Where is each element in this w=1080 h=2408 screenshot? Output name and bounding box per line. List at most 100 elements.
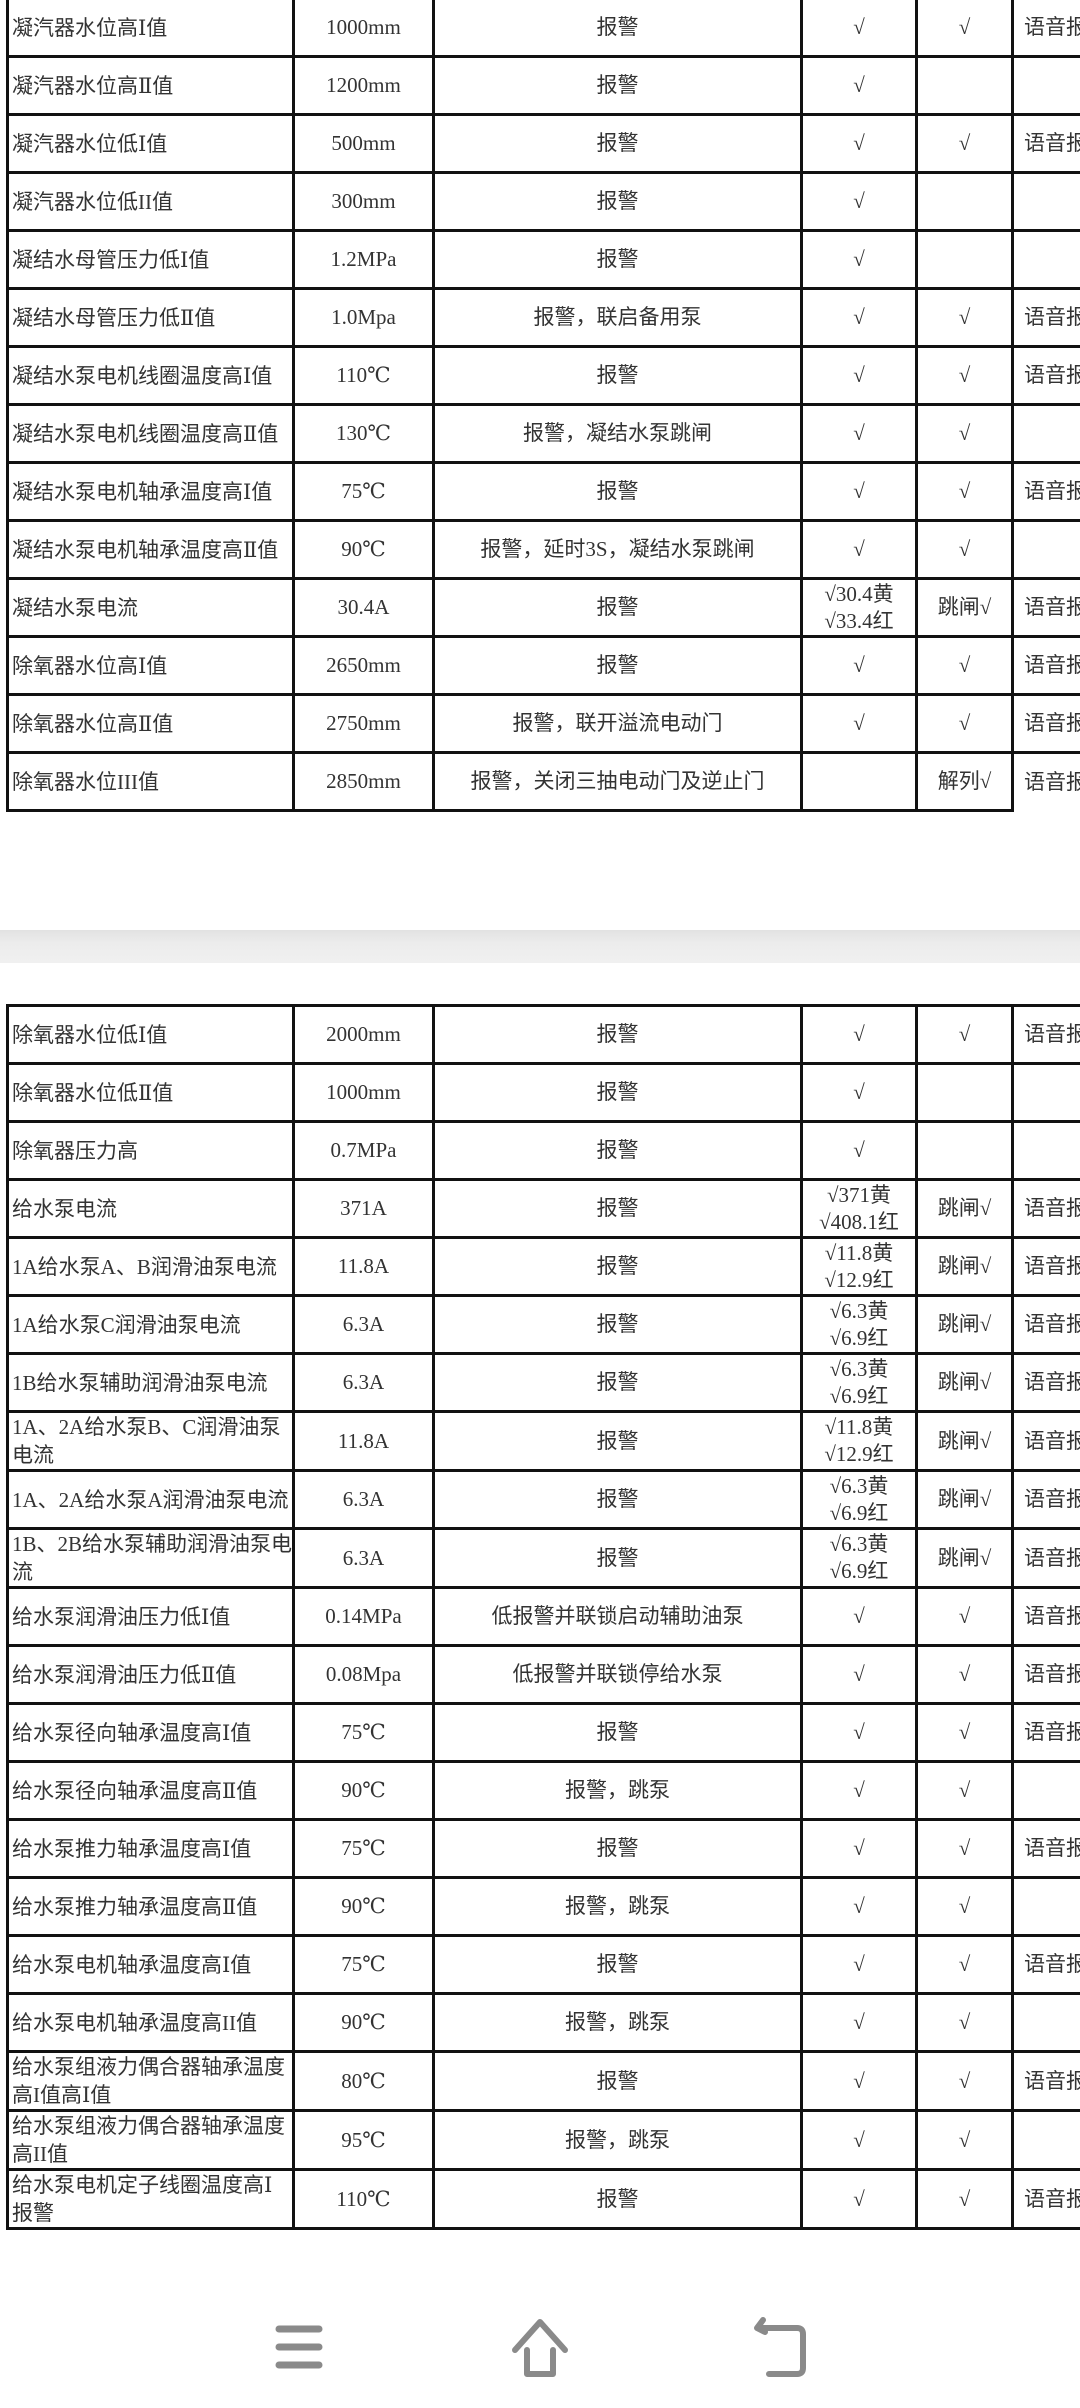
cell-action: 报警 [432, 345, 803, 406]
cell-remark: 语音报 [1011, 635, 1080, 696]
cell-remark: 语音报 [1011, 2168, 1080, 2230]
cell-alarm-flag: √371黄 √408.1红 [800, 1178, 918, 1239]
cell-action: 报警 [432, 1527, 803, 1589]
cell-trip-flag: 解列√ [915, 751, 1014, 812]
cell-alarm-flag: √ [800, 113, 918, 174]
cell-set-value: 6.3A [292, 1352, 435, 1413]
cell-alarm-flag: √ [800, 1120, 918, 1181]
cell-action: 报警 [432, 1004, 803, 1065]
cell-alarm-flag: √ [800, 1644, 918, 1705]
cell-item-name: 给水泵径向轴承温度高Ⅱ值 [6, 1760, 295, 1821]
cell-item-name: 凝汽器水位高Ⅱ值 [6, 55, 295, 116]
cell-item-name: 凝汽器水位低Ⅰ值 [6, 113, 295, 174]
cell-item-name: 凝汽器水位高Ⅰ值 [6, 0, 295, 58]
table-row: 凝结水母管压力低Ⅰ值 1.2MPa 报警 √ [6, 229, 1080, 290]
cell-item-name: 给水泵径向轴承温度高Ⅰ值 [6, 1702, 295, 1763]
cell-remark [1011, 403, 1080, 464]
cell-set-value: 1000mm [292, 0, 435, 58]
cell-set-value: 0.14MPa [292, 1586, 435, 1647]
cell-action: 报警 [432, 113, 803, 174]
cell-trip-flag: √ [915, 345, 1014, 406]
cell-set-value: 1.0Mpa [292, 287, 435, 348]
cell-trip-flag [915, 1120, 1014, 1181]
table-row: 给水泵径向轴承温度高Ⅱ值 90℃ 报警，跳泵 √ √ [6, 1760, 1080, 1821]
cell-action: 报警 [432, 1469, 803, 1530]
cell-trip-flag: √ [915, 2109, 1014, 2171]
cell-remark: 语音报 [1011, 1178, 1080, 1239]
cell-action: 报警，跳泵 [432, 1992, 803, 2053]
cell-set-value: 300mm [292, 171, 435, 232]
cell-remark [1011, 1760, 1080, 1821]
document-page-2: 除氧器水位低Ⅰ值2000mm报警√√语音报除氧器水位低Ⅱ值1000mm报警√除氧… [0, 963, 1080, 2282]
table-row: 给水泵组液力偶合器轴承温度高II值 95℃ 报警，跳泵 √ √ [6, 2109, 1080, 2171]
cell-trip-flag: √ [915, 1876, 1014, 1937]
cell-action: 报警 [432, 577, 803, 638]
cell-action: 报警 [432, 635, 803, 696]
cell-action: 报警 [432, 1410, 803, 1472]
cell-item-name: 凝结水母管压力低Ⅱ值 [6, 287, 295, 348]
table-row: 凝结水泵电机线圈温度高Ⅱ值 130℃ 报警，凝结水泵跳闸 √ √ [6, 403, 1080, 464]
cell-trip-flag: √ [915, 1004, 1014, 1065]
cell-trip-flag: 跳闸√ [915, 577, 1014, 638]
cell-item-name: 1A、2A给水泵A润滑油泵电流 [6, 1469, 295, 1530]
navigation-bar [0, 2282, 1080, 2408]
cell-set-value: 500mm [292, 113, 435, 174]
cell-action: 报警 [432, 461, 803, 522]
cell-item-name: 给水泵润滑油压力低Ⅰ值 [6, 1586, 295, 1647]
cell-remark: 语音报 [1011, 345, 1080, 406]
back-button[interactable] [747, 2312, 817, 2382]
cell-remark: 语音报 [1011, 1702, 1080, 1763]
cell-item-name: 给水泵电机轴承温度高Ⅰ值 [6, 1934, 295, 1995]
page-separator [0, 930, 1080, 963]
cell-item-name: 凝结水泵电机线圈温度高Ⅱ值 [6, 403, 295, 464]
cell-set-value: 2750mm [292, 693, 435, 754]
cell-trip-flag: √ [915, 287, 1014, 348]
cell-set-value: 80℃ [292, 2050, 435, 2112]
alarm-table-1: 凝汽器水位高Ⅰ值1000mm报警√√语音报凝汽器水位高Ⅱ值1200mm报警√凝汽… [6, 0, 1080, 812]
table-row: 凝结水泵电机轴承温度高Ⅱ值 90℃ 报警，延时3S，凝结水泵跳闸 √ √ [6, 519, 1080, 580]
cell-item-name: 凝结水泵电机轴承温度高Ⅱ值 [6, 519, 295, 580]
cell-item-name: 除氧器压力高 [6, 1120, 295, 1181]
menu-button[interactable] [265, 2312, 335, 2382]
cell-remark: 语音报 [1011, 2050, 1080, 2112]
cell-alarm-flag: √ [800, 1876, 918, 1937]
cell-trip-flag [915, 171, 1014, 232]
cell-set-value: 11.8A [292, 1236, 435, 1297]
cell-trip-flag: √ [915, 1586, 1014, 1647]
cell-remark: 语音报 [1011, 113, 1080, 174]
cell-item-name: 给水泵组液力偶合器轴承温度高II值 [6, 2109, 295, 2171]
cell-trip-flag: √ [915, 1818, 1014, 1879]
cell-action: 报警 [432, 55, 803, 116]
cell-alarm-flag: √ [800, 1004, 918, 1065]
cell-action: 报警，联启备用泵 [432, 287, 803, 348]
cell-action: 报警 [432, 1294, 803, 1355]
cell-set-value: 1.2MPa [292, 229, 435, 290]
cell-alarm-flag: √ [800, 1702, 918, 1763]
cell-alarm-flag: √ [800, 1760, 918, 1821]
cell-remark: 语音报 [1011, 1644, 1080, 1705]
cell-item-name: 凝结水泵电流 [6, 577, 295, 638]
cell-alarm-flag: √6.3黄 √6.9红 [800, 1294, 918, 1355]
cell-action: 报警 [432, 2168, 803, 2230]
cell-set-value: 371A [292, 1178, 435, 1239]
cell-remark: 语音报 [1011, 1934, 1080, 1995]
cell-alarm-flag: √ [800, 287, 918, 348]
cell-item-name: 1A、2A给水泵B、C润滑油泵电流 [6, 1410, 295, 1472]
cell-alarm-flag: √ [800, 2050, 918, 2112]
cell-action: 报警，跳泵 [432, 1876, 803, 1937]
cell-trip-flag: 跳闸√ [915, 1352, 1014, 1413]
cell-set-value: 2850mm [292, 751, 435, 812]
home-button[interactable] [505, 2312, 575, 2382]
cell-remark [1011, 519, 1080, 580]
cell-set-value: 130℃ [292, 403, 435, 464]
